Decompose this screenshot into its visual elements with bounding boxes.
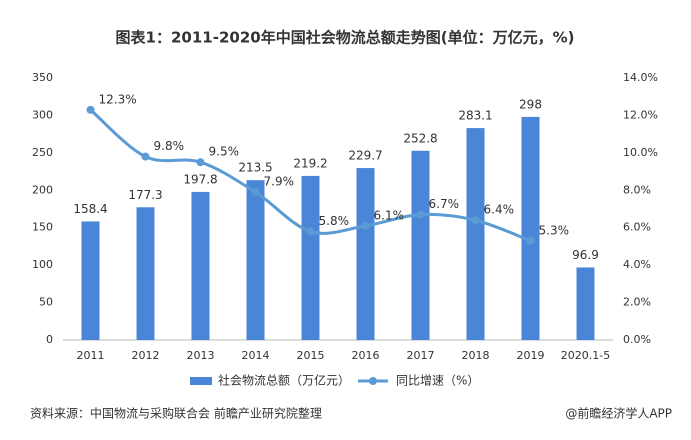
bar-value-label: 219.2 [293,156,327,170]
bar-value-label: 197.8 [183,172,217,186]
line-marker [361,221,370,230]
x-tick-label: 2013 [187,349,215,362]
line-value-label: 7.9% [264,175,295,189]
y-tick-label: 300 [32,108,53,121]
line-value-label: 9.8% [154,139,185,153]
y2-tick-label: 2.0% [623,296,651,309]
bar-value-label: 158.4 [73,202,107,216]
bar [81,221,100,340]
x-tick-label: 2018 [462,349,490,362]
bar [521,116,540,340]
line-marker [86,105,95,114]
y-tick-label: 0 [46,333,53,346]
legend-label: 同比增速（%） [396,374,479,388]
x-tick-label: 2020.1-5 [561,349,610,362]
legend-swatch [190,377,212,385]
x-tick-label: 2015 [297,349,325,362]
legend-marker [369,377,377,385]
x-tick-label: 2019 [517,349,545,362]
line-marker [416,210,425,219]
y-tick-label: 50 [39,296,53,309]
bar-value-label: 177.3 [128,188,162,202]
bar [301,175,320,340]
bar [411,150,430,340]
y-tick-label: 200 [32,183,53,196]
bar [191,191,210,340]
x-tick-label: 2016 [352,349,380,362]
line-value-label: 9.5% [209,145,240,159]
line-marker [471,216,480,225]
x-tick-label: 2017 [407,349,435,362]
line-marker [141,152,150,161]
chart-title: 图表1：2011-2020年中国社会物流总额走势图(单位：万亿元，%) [116,29,575,47]
source-note: 资料来源：中国物流与采购联合会 前瞻产业研究院整理 [30,406,322,421]
y-tick-label: 250 [32,146,53,159]
bar-value-label: 283.1 [458,109,492,123]
y2-tick-label: 0.0% [623,333,651,346]
y2-tick-label: 6.0% [623,221,651,234]
line-value-label: 5.3% [539,223,570,237]
x-tick-label: 2014 [242,349,270,362]
bar [466,128,485,340]
bar-value-label: 298 [519,97,542,111]
line-marker [196,158,205,167]
bar [576,267,595,340]
bar [246,180,265,340]
line-marker [306,227,315,236]
line-marker [526,236,535,245]
line-value-label: 6.4% [484,203,515,217]
bar-value-label: 96.9 [572,248,599,262]
credit: @前瞻经济学人APP [565,406,672,421]
bar-value-label: 213.5 [238,161,272,175]
line-marker [251,188,260,197]
y-tick-label: 350 [32,71,53,84]
y-tick-label: 100 [32,258,53,271]
bar-value-label: 229.7 [348,149,382,163]
y2-tick-label: 10.0% [623,146,658,159]
line-value-label: 12.3% [99,92,137,106]
line-value-label: 6.7% [429,197,460,211]
y-tick-label: 150 [32,221,53,234]
line-value-label: 5.8% [319,214,350,228]
y2-tick-label: 12.0% [623,108,658,121]
legend-label: 社会物流总额（万亿元） [218,373,350,388]
y2-tick-label: 8.0% [623,183,651,196]
y2-tick-label: 14.0% [623,71,658,84]
bar [356,168,375,340]
x-tick-label: 2012 [132,349,160,362]
y2-tick-label: 4.0% [623,258,651,271]
line-value-label: 6.1% [374,208,405,222]
bar [136,207,155,340]
x-tick-label: 2011 [77,349,105,362]
bar-value-label: 252.8 [403,131,437,145]
